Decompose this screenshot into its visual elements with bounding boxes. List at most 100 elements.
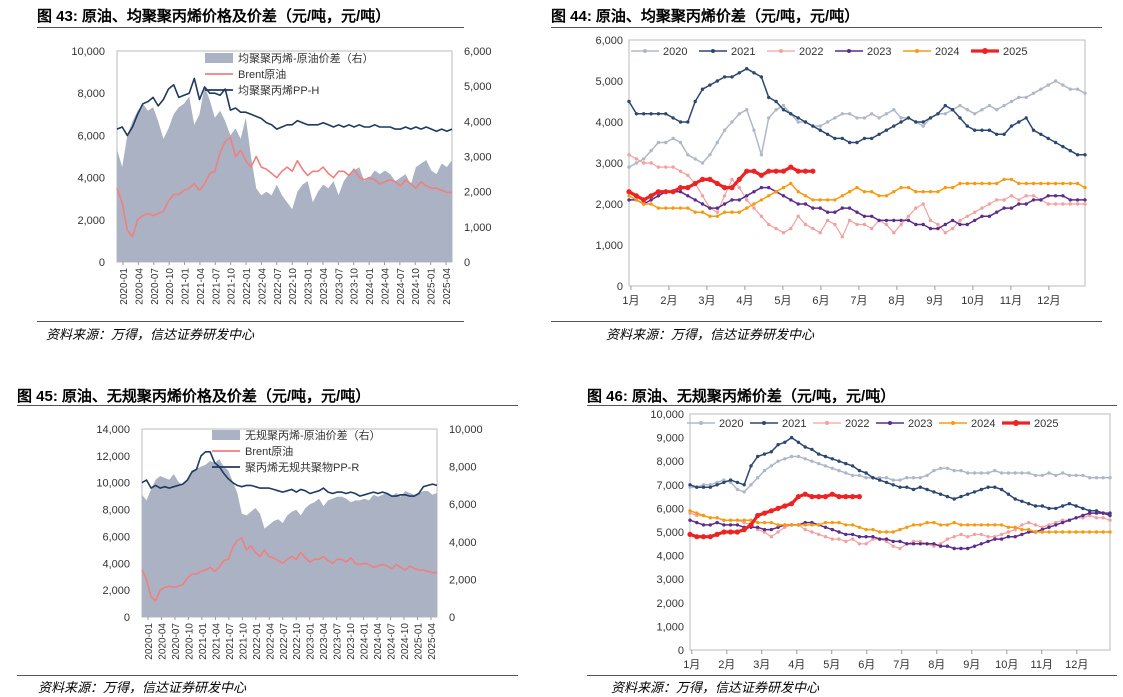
series-point-2023 bbox=[776, 525, 780, 529]
series-point-2022 bbox=[980, 206, 984, 210]
series-point-2025 bbox=[707, 534, 713, 540]
series-point-2020 bbox=[686, 153, 690, 157]
series-point-2021 bbox=[965, 124, 969, 128]
series-point-2024 bbox=[742, 518, 746, 522]
series-point-2021 bbox=[906, 116, 911, 120]
series-point-2022 bbox=[1068, 202, 1072, 206]
series-point-2020 bbox=[642, 157, 646, 161]
series-point-2020 bbox=[995, 108, 999, 112]
series-point-2022 bbox=[840, 235, 844, 239]
y-tick-label: 2,000 bbox=[595, 199, 623, 211]
series-point-2022 bbox=[1006, 530, 1011, 534]
series-point-2022 bbox=[1020, 523, 1024, 527]
x-tick-label: 7月 bbox=[850, 295, 867, 307]
legend-label: 均聚聚丙烯-原油价差（右） bbox=[238, 51, 374, 65]
series-point-2021 bbox=[1081, 506, 1085, 511]
series-point-2024 bbox=[862, 190, 867, 194]
series-point-2025 bbox=[626, 189, 632, 195]
series-point-2022 bbox=[1027, 520, 1031, 525]
series-point-2020 bbox=[987, 103, 992, 108]
series-point-2020 bbox=[844, 471, 848, 475]
series-point-2020 bbox=[756, 476, 760, 480]
series-point-2025 bbox=[692, 180, 698, 187]
x-tick-label: 2024-01 bbox=[360, 623, 371, 660]
series-point-2021 bbox=[1060, 504, 1065, 508]
series-point-2022 bbox=[1075, 202, 1080, 206]
series-point-2020 bbox=[1020, 471, 1024, 475]
series-point-2023 bbox=[884, 218, 889, 223]
series-point-2022 bbox=[855, 222, 859, 227]
x-tick-label: 2024-07 bbox=[396, 268, 407, 305]
series-point-2020 bbox=[664, 140, 668, 145]
series-point-2023 bbox=[818, 206, 822, 210]
series-point-2022 bbox=[742, 520, 746, 525]
x-tick-label: 2020-04 bbox=[157, 623, 168, 660]
series-point-2020 bbox=[878, 476, 882, 480]
series-point-2022 bbox=[722, 194, 727, 198]
series-point-2024 bbox=[871, 527, 875, 532]
series-point-2020 bbox=[1006, 471, 1011, 475]
legend-marker-2020 bbox=[643, 49, 647, 53]
figure-43-source-rule bbox=[37, 321, 464, 322]
series-point-2021 bbox=[1039, 132, 1043, 136]
series-point-2022 bbox=[1033, 523, 1038, 527]
series-point-2021 bbox=[833, 136, 837, 141]
series-point-2023 bbox=[864, 535, 868, 539]
series-point-2021 bbox=[745, 67, 749, 71]
x-tick-label: 2022-07 bbox=[273, 268, 284, 305]
y-tick-label: 8,000 bbox=[656, 456, 684, 468]
series-point-2024 bbox=[995, 181, 999, 186]
series-point-2021 bbox=[708, 83, 712, 87]
series-point-2020 bbox=[857, 473, 862, 478]
series-point-2021 bbox=[818, 128, 822, 132]
x-tick-label: 2024-10 bbox=[411, 268, 422, 305]
series-point-2025 bbox=[809, 494, 815, 500]
series-point-2022 bbox=[759, 214, 764, 218]
series-point-2024 bbox=[932, 520, 936, 525]
series-point-2022 bbox=[664, 165, 668, 169]
series-point-2021 bbox=[1054, 506, 1058, 511]
series-point-2023 bbox=[830, 527, 834, 532]
series-point-2020 bbox=[850, 473, 855, 478]
series-point-2021 bbox=[823, 454, 828, 459]
series-point-2023 bbox=[862, 214, 867, 218]
series-point-2022 bbox=[1083, 202, 1087, 206]
series-point-2024 bbox=[1067, 530, 1072, 534]
figure-44-title: 图 44: 原油、均聚聚丙烯价差（元/吨，元/吨） bbox=[551, 5, 859, 26]
series-point-2023 bbox=[762, 527, 767, 532]
series-point-2023 bbox=[1083, 198, 1087, 202]
y-left-tick-label: 6,000 bbox=[102, 531, 130, 543]
figure-46-source: 资料来源：万得，信达证券研发中心 bbox=[611, 680, 820, 695]
series-point-2024 bbox=[722, 518, 726, 522]
series-point-2025 bbox=[758, 172, 764, 178]
legend-label-2022: 2022 bbox=[845, 418, 869, 430]
series-point-2023 bbox=[878, 537, 882, 541]
series-point-2025 bbox=[685, 185, 691, 191]
series-point-2021 bbox=[789, 435, 794, 440]
series-point-2025 bbox=[788, 164, 794, 170]
series-point-2021 bbox=[878, 478, 882, 482]
y-right-tick-label: 1,000 bbox=[464, 222, 492, 234]
series-point-2024 bbox=[1039, 181, 1043, 186]
series-point-2022 bbox=[995, 198, 999, 202]
series-point-2023 bbox=[987, 214, 992, 218]
x-tick-label: 2025-01 bbox=[414, 623, 425, 660]
plot-area bbox=[628, 39, 1086, 287]
series-point-2023 bbox=[737, 198, 741, 202]
legend-label-2021: 2021 bbox=[731, 46, 755, 58]
series-point-2024 bbox=[627, 194, 631, 198]
x-tick-label: 2022-07 bbox=[279, 623, 290, 660]
series-point-2023 bbox=[958, 222, 962, 227]
figure-44-caption: 原油、均聚聚丙烯价差（元/吨，元/吨） bbox=[595, 8, 860, 25]
series-point-2024 bbox=[715, 214, 719, 218]
series-point-2022 bbox=[796, 214, 800, 218]
series-point-2020 bbox=[979, 471, 983, 475]
series-point-2023 bbox=[686, 194, 690, 198]
series-point-2020 bbox=[783, 457, 787, 461]
series-point-2024 bbox=[857, 525, 862, 529]
series-point-2024 bbox=[847, 190, 852, 194]
chart-figure-45: 0 2,000 4,000 6,000 8,000 10,000 12,000 14,000 0… bbox=[96, 424, 482, 660]
series-point-2022 bbox=[918, 539, 922, 544]
series-point-2023 bbox=[1061, 194, 1065, 198]
series-point-2022 bbox=[817, 532, 821, 537]
